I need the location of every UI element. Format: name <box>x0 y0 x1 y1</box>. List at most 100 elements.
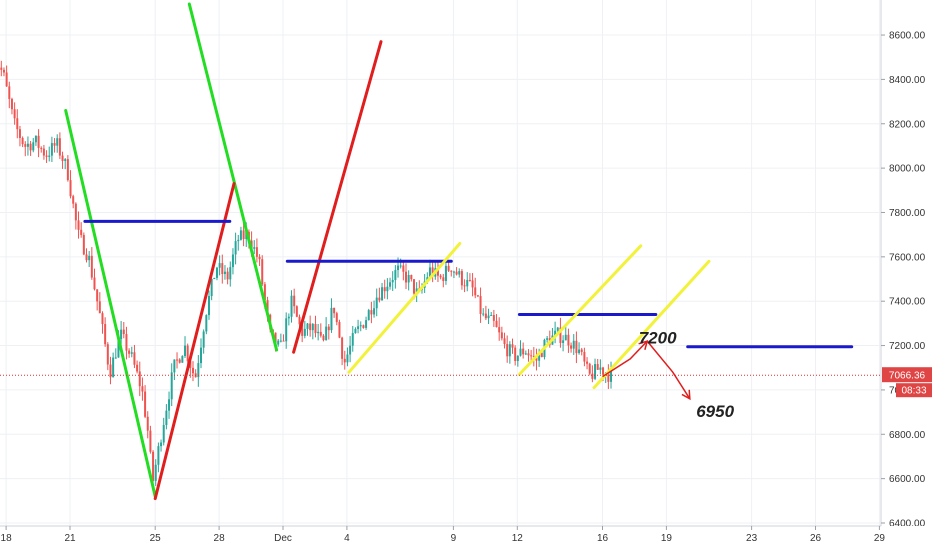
candle-body <box>317 331 320 334</box>
candle-body <box>303 328 306 336</box>
y-tick-label: 8600.00 <box>889 31 926 42</box>
candle-body <box>394 270 397 280</box>
candle-body <box>231 254 234 268</box>
candle-body <box>5 72 8 87</box>
trendline-yellow-line <box>347 242 462 374</box>
candle-body <box>168 399 171 411</box>
candle-body <box>98 301 101 314</box>
candle-body <box>532 356 535 358</box>
candle-body <box>162 425 165 443</box>
candle-body <box>383 287 386 292</box>
candle-body <box>279 340 282 342</box>
candle-body <box>202 331 205 348</box>
trendline-overlays[interactable] <box>64 2 854 501</box>
time-axis[interactable]: 18 21 25 28 Dec 4 9 12 16 19 23 26 29 <box>1 526 886 544</box>
candle-body <box>375 297 378 309</box>
candle-body <box>258 256 261 260</box>
x-tick-label: Dec <box>274 533 292 544</box>
candle-body <box>37 135 40 148</box>
y-tick-label: 6400.00 <box>889 519 926 530</box>
candle-body <box>80 229 83 235</box>
candle-body <box>410 275 413 280</box>
candle-body <box>48 155 51 157</box>
candle-body <box>503 338 506 345</box>
candle-body <box>447 265 450 271</box>
countdown-tag <box>896 383 932 398</box>
grid-lines <box>0 0 880 526</box>
candle-body <box>399 265 402 267</box>
candle-body <box>570 345 573 349</box>
candle-body <box>402 265 405 272</box>
candle-body <box>487 315 490 319</box>
candle-body <box>554 330 557 336</box>
candle-body <box>138 371 141 387</box>
candle-body <box>133 352 136 365</box>
candle-body <box>391 279 394 283</box>
candle-body <box>500 332 503 339</box>
current-price-label: 7066.36 <box>889 371 926 382</box>
candle-body <box>192 367 195 374</box>
candle-body <box>50 143 53 156</box>
candle-body <box>298 316 301 325</box>
candle-body <box>253 247 256 249</box>
candle-body <box>530 355 533 357</box>
candle-body <box>213 277 216 280</box>
candle-body <box>184 345 187 357</box>
candle-body <box>274 332 277 345</box>
candle-body <box>66 159 69 181</box>
candle-body <box>516 355 519 362</box>
candle-body <box>56 138 59 146</box>
projection-arrows[interactable] <box>602 339 691 401</box>
candle-body <box>482 313 485 315</box>
x-tick-label: 23 <box>746 533 758 544</box>
candle-body <box>24 144 27 147</box>
time-axis-panel[interactable] <box>0 526 932 550</box>
y-tick-label: 8000.00 <box>889 164 926 175</box>
candle-body <box>492 315 495 321</box>
candle-body <box>479 296 482 314</box>
candle-body <box>82 234 85 255</box>
candle-body <box>197 363 200 378</box>
candle-body <box>610 368 613 382</box>
x-tick-label: 25 <box>150 533 162 544</box>
candle-body <box>405 271 408 283</box>
candle-body <box>223 271 226 275</box>
candle-body <box>370 310 373 315</box>
candle-body <box>234 241 237 255</box>
candle-body <box>181 356 184 363</box>
candle-body <box>90 255 93 278</box>
candle-body <box>226 271 229 280</box>
candle-body <box>157 446 160 465</box>
candle-body <box>319 331 322 336</box>
candle-body <box>8 86 11 99</box>
candle-body <box>189 361 192 368</box>
candle-body <box>583 351 586 362</box>
candle-body <box>146 416 149 431</box>
candle-body <box>514 347 517 362</box>
candle-body <box>412 279 415 294</box>
candle-body <box>205 315 208 332</box>
candle-body <box>428 267 431 278</box>
candle-body <box>580 349 583 352</box>
candle-body <box>506 344 509 357</box>
candle-body <box>141 386 144 392</box>
candle-body <box>77 220 80 230</box>
candle-body <box>112 357 115 378</box>
candle-body <box>386 286 389 292</box>
trendline-green-line <box>187 2 279 352</box>
candle-body <box>397 265 400 271</box>
candle-body <box>104 324 107 345</box>
candle-body <box>538 352 541 361</box>
price-axis-panel[interactable] <box>881 0 932 526</box>
candle-body <box>511 344 514 348</box>
arrow-head <box>681 389 691 401</box>
candle-body <box>266 300 269 315</box>
candle-body <box>130 352 133 354</box>
candle-body <box>295 306 298 317</box>
candle-body <box>160 442 163 447</box>
candle-body <box>29 143 32 151</box>
candle-body <box>16 118 19 130</box>
candle-body <box>458 271 461 275</box>
candle-body <box>357 326 360 329</box>
